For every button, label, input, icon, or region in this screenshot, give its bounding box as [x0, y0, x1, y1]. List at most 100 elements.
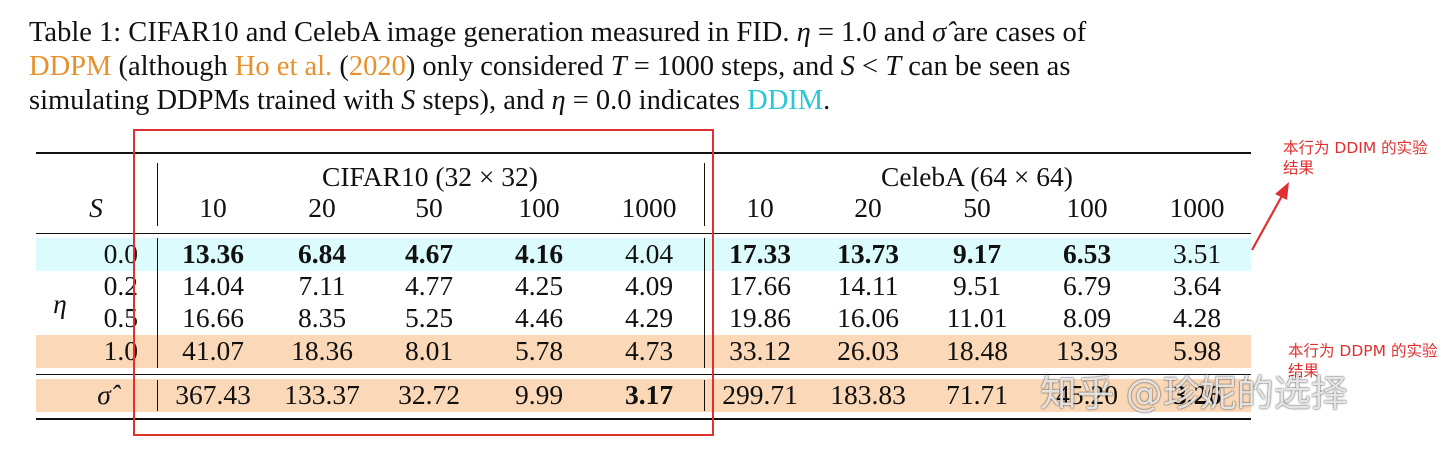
caption-text: = 1.0 and [810, 17, 933, 48]
fid-value-cell: 45.20 [1056, 379, 1118, 410]
group-header-cifar10: CIFAR10 (32 × 32) [322, 161, 538, 192]
table-top-rule [36, 152, 1251, 154]
s-symbol: S [401, 85, 416, 116]
steps-header-cell: 50 [963, 192, 991, 223]
fid-value-cell: 19.86 [729, 302, 791, 333]
fid-value-cell: 4.67 [404, 238, 454, 269]
fid-value-cell: 7.11 [298, 270, 346, 301]
ddim-link[interactable]: DDIM [747, 85, 824, 116]
sigma-rule [36, 374, 1251, 375]
eta-row-label: η [53, 288, 67, 319]
caption-text: ) only considered [405, 51, 611, 82]
annotation-arrow-icon [1251, 182, 1289, 251]
steps-header-cell: 1000 [1169, 192, 1225, 223]
eta-symbol: η [796, 17, 811, 48]
column-divider-left [157, 380, 158, 411]
column-divider-left [157, 163, 158, 226]
caption-text: can be seen as [901, 51, 1071, 82]
fid-value-cell: 4.29 [624, 302, 674, 333]
watermark: 知乎 @珍妮的选择 [1040, 372, 1348, 415]
steps-header-cell: 10 [199, 192, 227, 223]
eta-value-cell: 0.0 [103, 238, 138, 269]
fid-value-cell: 3.51 [1172, 238, 1222, 269]
eta-value-cell: 0.5 [103, 302, 138, 333]
fid-value-cell: 17.33 [729, 238, 791, 269]
fid-value-cell: 14.11 [837, 270, 899, 301]
header-rule [36, 233, 1251, 234]
fid-value-cell: 183.83 [830, 379, 906, 410]
caption-line-1: Table 1: CIFAR10 and CelebA image genera… [29, 16, 1259, 50]
fid-value-cell: 4.73 [624, 335, 674, 366]
citation-link-ho[interactable]: Ho et al. [234, 51, 333, 82]
fid-value-cell: 17.66 [729, 270, 791, 301]
ddpm-row-highlight [36, 335, 1251, 368]
table-caption: Table 1: CIFAR10 and CelebA image genera… [29, 16, 1259, 118]
table-bottom-rule [36, 418, 1251, 420]
steps-header-cell: 1000 [621, 192, 677, 223]
fid-value-cell: 3.17 [624, 379, 674, 410]
s-column-label: S [89, 192, 103, 223]
fid-value-cell: 16.06 [837, 302, 899, 333]
fid-value-cell: 299.71 [722, 379, 798, 410]
column-divider-middle [704, 238, 705, 368]
ddpm-link[interactable]: DDPM [29, 51, 112, 82]
caption-text: = 1000 steps, and [626, 51, 841, 82]
column-divider-left [157, 238, 158, 368]
fid-value-cell: 33.12 [729, 335, 791, 366]
fid-value-cell: 18.48 [946, 335, 1008, 366]
fid-value-cell: 5.25 [404, 302, 454, 333]
ddim-annotation: 本行为 DDIM 的实验结果 [1283, 139, 1428, 177]
caption-text: ( [332, 51, 349, 82]
fid-value-cell: 8.09 [1062, 302, 1112, 333]
eta-symbol: η [551, 85, 566, 116]
caption-text: . [823, 85, 831, 116]
steps-header-cell: 20 [308, 192, 336, 223]
sigma-hat-symbol: σ̂ [932, 17, 947, 48]
fid-value-cell: 367.43 [175, 379, 251, 410]
t-symbol: T [610, 51, 627, 82]
fid-value-cell: 4.28 [1172, 302, 1222, 333]
fid-value-cell: 6.79 [1062, 270, 1112, 301]
fid-value-cell: 6.53 [1062, 238, 1112, 269]
fid-value-cell: 5.78 [514, 335, 564, 366]
fid-value-cell: 16.66 [182, 302, 244, 333]
fid-value-cell: 8.01 [404, 335, 454, 366]
steps-header-cell: 100 [1066, 192, 1108, 223]
fid-value-cell: 18.36 [291, 335, 353, 366]
caption-line-2: DDPM (although Ho et al. (2020) only con… [29, 50, 1259, 84]
fid-value-cell: 3.64 [1172, 270, 1222, 301]
steps-header-cell: 20 [854, 192, 882, 223]
fid-value-cell: 71.71 [946, 379, 1008, 410]
fid-value-cell: 9.99 [514, 379, 564, 410]
fid-value-cell: 133.37 [284, 379, 360, 410]
ddim-row-highlight [36, 238, 1251, 271]
fid-value-cell: 5.98 [1172, 335, 1222, 366]
t-symbol: T [885, 51, 902, 82]
ddpm-annotation: 本行为 DDPM 的实验结果 [1288, 342, 1438, 380]
column-divider-middle [704, 380, 705, 411]
steps-header-cell: 100 [518, 192, 560, 223]
eta-value-cell: σ̂ [97, 379, 111, 410]
fid-value-cell: 8.35 [297, 302, 347, 333]
fid-value-cell: 4.04 [624, 238, 674, 269]
fid-value-cell: 11.01 [946, 302, 1008, 333]
fid-value-cell: 4.16 [514, 238, 564, 269]
fid-value-cell: 4.09 [624, 270, 674, 301]
column-divider-middle [704, 163, 705, 226]
caption-text: are cases of [946, 17, 1087, 48]
caption-line-3: simulating DDPMs trained with S steps), … [29, 84, 1259, 118]
fid-value-cell: 9.17 [952, 238, 1002, 269]
caption-text: simulating DDPMs trained with [29, 85, 402, 116]
s-symbol: S [840, 51, 855, 82]
fid-value-cell: 26.03 [837, 335, 899, 366]
citation-link-year[interactable]: 2020 [348, 51, 406, 82]
caption-text: (although [111, 51, 235, 82]
caption-text: < [854, 51, 886, 82]
cifar10-highlight-box [133, 129, 714, 436]
fid-value-cell: 4.46 [514, 302, 564, 333]
caption-text: = 0.0 indicates [565, 85, 748, 116]
fid-value-cell: 3.26 [1172, 379, 1222, 410]
fid-value-cell: 41.07 [182, 335, 244, 366]
fid-value-cell: 4.77 [404, 270, 454, 301]
sigma-row-highlight [36, 379, 1251, 412]
